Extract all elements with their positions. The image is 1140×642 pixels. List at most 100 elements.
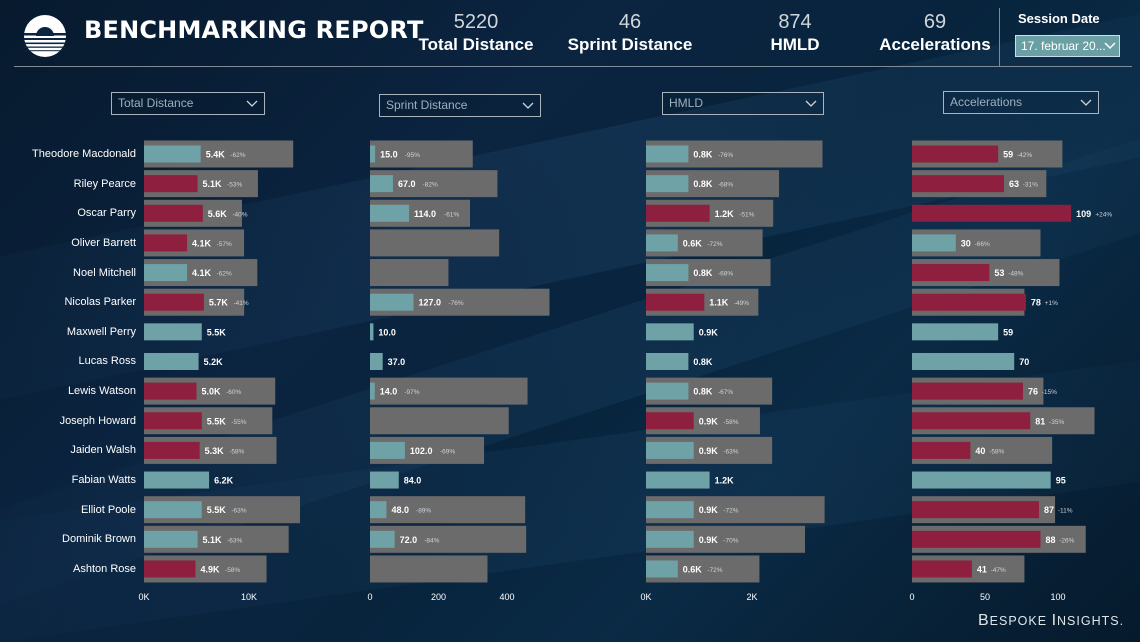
pct-label: -72% — [707, 241, 722, 248]
value-label: 48.0 — [391, 505, 409, 515]
metric-select-label: HMLD — [669, 96, 704, 110]
chevron-down-icon — [805, 100, 817, 107]
brand-text: NSIGHTS. — [1057, 614, 1125, 628]
axis-tick-label: 0 — [367, 592, 372, 602]
pct-label: -76% — [718, 152, 733, 159]
value-bar — [370, 145, 376, 163]
pct-label: -62% — [230, 152, 245, 159]
value-label: 5.5K — [207, 416, 227, 426]
report-title: BENCHMARKING REPORT — [84, 16, 424, 44]
chevron-down-icon — [1080, 99, 1092, 106]
pct-label: -63% — [227, 537, 242, 544]
value-label: 0.9K — [699, 327, 719, 337]
benchmark-bar — [370, 496, 526, 524]
value-label: 41 — [977, 564, 987, 574]
value-label: 5.1K — [203, 179, 223, 189]
session-date-select[interactable]: 17. februar 20... — [1015, 35, 1120, 57]
metric-select-accelerations[interactable]: Accelerations — [943, 91, 1099, 114]
value-label: 0.6K — [683, 564, 703, 574]
value-label: 59 — [1003, 327, 1013, 337]
axis-tick-label: 0 — [909, 592, 914, 602]
brand-text: ESPOKE — [989, 614, 1052, 628]
value-bar — [912, 323, 999, 341]
value-label: 59 — [1003, 150, 1013, 160]
kpi-value: 46 — [618, 11, 642, 33]
value-label: 40 — [975, 446, 985, 456]
benchmark-bar — [370, 377, 528, 405]
axis-tick-label: 100 — [1050, 592, 1065, 602]
value-bar — [646, 293, 705, 311]
value-label: 30 — [961, 238, 971, 248]
axis-tick-label: 50 — [980, 592, 990, 602]
value-label: 88 — [1045, 535, 1055, 545]
player-name: Theodore Macdonald — [32, 148, 136, 160]
metric-select-hmld[interactable]: HMLD — [662, 92, 824, 115]
value-bar — [912, 293, 1026, 311]
value-bar — [144, 264, 188, 282]
player-name: Dominik Brown — [62, 533, 136, 546]
value-bar — [144, 204, 203, 222]
value-bar — [646, 264, 689, 282]
value-label: 4.1K — [192, 238, 212, 248]
value-bar — [912, 560, 972, 578]
player-name: Noel Mitchell — [73, 266, 136, 279]
value-label: 14.0 — [380, 387, 398, 397]
metric-select-sprint-distance[interactable]: Sprint Distance — [379, 94, 541, 117]
player-name: Oliver Barrett — [71, 236, 136, 249]
value-label: 0.9K — [699, 416, 719, 426]
value-bar — [912, 204, 1072, 222]
value-bar — [912, 501, 1040, 519]
value-label: 0.8K — [693, 179, 713, 189]
pct-label: -47% — [991, 567, 1006, 574]
benchmark-bar — [370, 555, 488, 583]
value-label: 78 — [1031, 298, 1041, 308]
pct-label: -48% — [1008, 271, 1023, 278]
pct-label: -68% — [718, 182, 733, 189]
pct-label: -55% — [231, 419, 246, 426]
session-date-value: 17. februar 20... — [1021, 39, 1106, 53]
logo-icon — [24, 15, 66, 57]
pct-label: -84% — [424, 537, 439, 544]
player-name: Joseph Howard — [59, 414, 136, 427]
value-bar — [646, 323, 694, 341]
benchmark-bar — [370, 229, 500, 257]
pct-label: -63% — [723, 448, 738, 455]
kpi-value: 69 — [923, 11, 947, 33]
player-name: Ashton Rose — [73, 562, 136, 575]
metric-select-total-distance[interactable]: Total Distance — [111, 92, 265, 115]
axis-tick-label: 10K — [241, 592, 257, 602]
value-label: 76 — [1028, 387, 1038, 397]
value-bar — [144, 412, 202, 430]
value-bar — [144, 441, 200, 459]
kpi-accelerations: 69 Accelerations — [860, 10, 1010, 56]
value-label: 0.6K — [683, 238, 703, 248]
chevron-down-icon — [1104, 36, 1116, 56]
value-label: 37.0 — [388, 357, 406, 367]
value-label: 70 — [1019, 357, 1029, 367]
value-label: 6.2K — [214, 476, 234, 486]
pct-label: -97% — [404, 389, 419, 396]
axis-tick-label: 0K — [138, 592, 149, 602]
kpi-total-distance: 5220 Total Distance — [401, 10, 551, 56]
value-bar — [912, 530, 1041, 548]
value-bar — [912, 441, 971, 459]
value-label: 5.4K — [206, 150, 226, 160]
value-label: 0.8K — [693, 150, 713, 160]
value-bar — [912, 352, 1015, 370]
value-bar — [370, 530, 395, 548]
value-bar — [144, 352, 199, 370]
pct-label: -42% — [1017, 152, 1032, 159]
pct-label: -67% — [718, 389, 733, 396]
value-label: 63 — [1009, 179, 1019, 189]
value-bar — [646, 560, 678, 578]
value-label: 1.2K — [715, 209, 735, 219]
value-bar — [144, 293, 204, 311]
value-bar — [370, 501, 387, 519]
pct-label: -58% — [225, 567, 240, 574]
value-bar — [370, 352, 383, 370]
value-label: 109 — [1076, 209, 1091, 219]
pct-label: -61% — [444, 211, 459, 218]
pct-label: -58% — [229, 448, 244, 455]
value-bar — [370, 204, 410, 222]
